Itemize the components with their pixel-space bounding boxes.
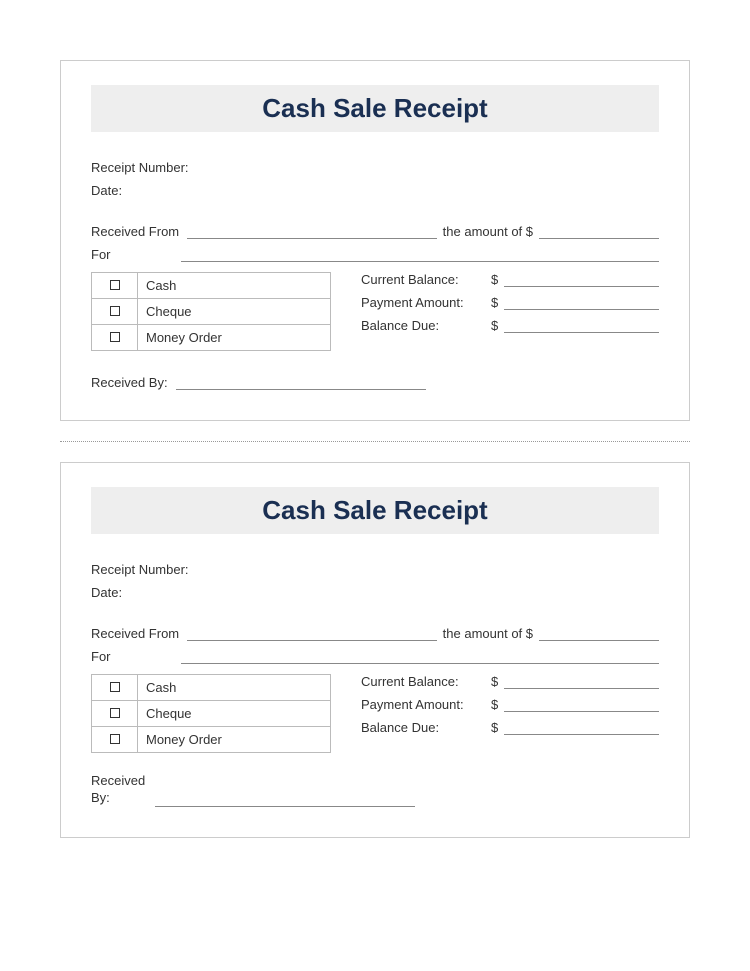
balance-due-row: Balance Due: $: [361, 720, 659, 735]
received-by-input[interactable]: [155, 793, 415, 807]
title-bar: Cash Sale Receipt: [91, 85, 659, 132]
payment-amount-input[interactable]: [504, 698, 659, 712]
received-by-input[interactable]: [176, 376, 426, 390]
date-label: Date:: [91, 585, 130, 600]
current-balance-label: Current Balance:: [361, 272, 491, 287]
payment-amount-row: Payment Amount: $: [361, 295, 659, 310]
receipt-number-label: Receipt Number:: [91, 160, 197, 175]
table-row: Cheque: [92, 299, 331, 325]
received-by-row: Received By:: [91, 773, 659, 807]
table-row: Money Order: [92, 727, 331, 753]
for-label: For: [91, 649, 181, 664]
balance-column: Current Balance: $ Payment Amount: $ Bal…: [361, 674, 659, 753]
received-from-input[interactable]: [187, 225, 437, 239]
checkbox-icon: [110, 306, 120, 316]
receipt-card: Cash Sale Receipt Receipt Number: Date: …: [60, 462, 690, 838]
amount-input[interactable]: [539, 627, 659, 641]
payment-amount-label: Payment Amount:: [361, 697, 491, 712]
receipt-divider: [60, 441, 690, 442]
payment-method-label: Cash: [138, 273, 331, 299]
dollar-sign: $: [491, 295, 504, 310]
received-from-label: Received From: [91, 626, 187, 641]
receipt-title: Cash Sale Receipt: [91, 93, 659, 124]
details-row: Cash Cheque Money Order Current Balance:…: [91, 674, 659, 753]
payment-amount-label: Payment Amount:: [361, 295, 491, 310]
balance-due-input[interactable]: [504, 721, 659, 735]
checkbox-cell[interactable]: [92, 325, 138, 351]
received-by-row: Received By:: [91, 375, 659, 390]
payment-method-table: Cash Cheque Money Order: [91, 674, 331, 753]
received-from-label: Received From: [91, 224, 187, 239]
date-row: Date:: [91, 183, 659, 198]
table-row: Cash: [92, 273, 331, 299]
receipt-title: Cash Sale Receipt: [91, 495, 659, 526]
receipt-number-label: Receipt Number:: [91, 562, 197, 577]
amount-input[interactable]: [539, 225, 659, 239]
for-label: For: [91, 247, 181, 262]
receipt-card: Cash Sale Receipt Receipt Number: Date: …: [60, 60, 690, 421]
payment-method-table: Cash Cheque Money Order: [91, 272, 331, 351]
balance-due-label: Balance Due:: [361, 318, 491, 333]
for-row: For: [91, 247, 659, 262]
received-from-input[interactable]: [187, 627, 437, 641]
checkbox-icon: [110, 682, 120, 692]
payment-amount-row: Payment Amount: $: [361, 697, 659, 712]
table-row: Cash: [92, 675, 331, 701]
current-balance-input[interactable]: [504, 675, 659, 689]
receipt-number-row: Receipt Number:: [91, 562, 659, 577]
dollar-sign: $: [491, 720, 504, 735]
checkbox-cell[interactable]: [92, 701, 138, 727]
date-label: Date:: [91, 183, 130, 198]
for-input[interactable]: [181, 650, 659, 664]
checkbox-icon: [110, 734, 120, 744]
checkbox-cell[interactable]: [92, 675, 138, 701]
dollar-sign: $: [491, 318, 504, 333]
receipt-number-row: Receipt Number:: [91, 160, 659, 175]
checkbox-icon: [110, 332, 120, 342]
checkbox-cell[interactable]: [92, 273, 138, 299]
payment-method-label: Money Order: [138, 325, 331, 351]
balance-due-label: Balance Due:: [361, 720, 491, 735]
payment-method-label: Cheque: [138, 701, 331, 727]
payment-amount-input[interactable]: [504, 296, 659, 310]
current-balance-row: Current Balance: $: [361, 674, 659, 689]
current-balance-row: Current Balance: $: [361, 272, 659, 287]
current-balance-input[interactable]: [504, 273, 659, 287]
for-row: For: [91, 649, 659, 664]
received-from-row: Received From the amount of $: [91, 626, 659, 641]
dollar-sign: $: [491, 697, 504, 712]
checkbox-cell[interactable]: [92, 727, 138, 753]
details-row: Cash Cheque Money Order Current Balance:…: [91, 272, 659, 351]
for-input[interactable]: [181, 248, 659, 262]
checkbox-icon: [110, 280, 120, 290]
amount-of-label: the amount of $: [437, 224, 539, 239]
dollar-sign: $: [491, 272, 504, 287]
checkbox-cell[interactable]: [92, 299, 138, 325]
received-by-label: Received By:: [91, 773, 155, 807]
table-row: Money Order: [92, 325, 331, 351]
balance-due-row: Balance Due: $: [361, 318, 659, 333]
balance-due-input[interactable]: [504, 319, 659, 333]
checkbox-icon: [110, 708, 120, 718]
received-from-row: Received From the amount of $: [91, 224, 659, 239]
payment-method-label: Cheque: [138, 299, 331, 325]
payment-method-label: Cash: [138, 675, 331, 701]
payment-method-label: Money Order: [138, 727, 331, 753]
current-balance-label: Current Balance:: [361, 674, 491, 689]
table-row: Cheque: [92, 701, 331, 727]
amount-of-label: the amount of $: [437, 626, 539, 641]
dollar-sign: $: [491, 674, 504, 689]
date-row: Date:: [91, 585, 659, 600]
title-bar: Cash Sale Receipt: [91, 487, 659, 534]
balance-column: Current Balance: $ Payment Amount: $ Bal…: [361, 272, 659, 351]
received-by-label: Received By:: [91, 375, 168, 390]
